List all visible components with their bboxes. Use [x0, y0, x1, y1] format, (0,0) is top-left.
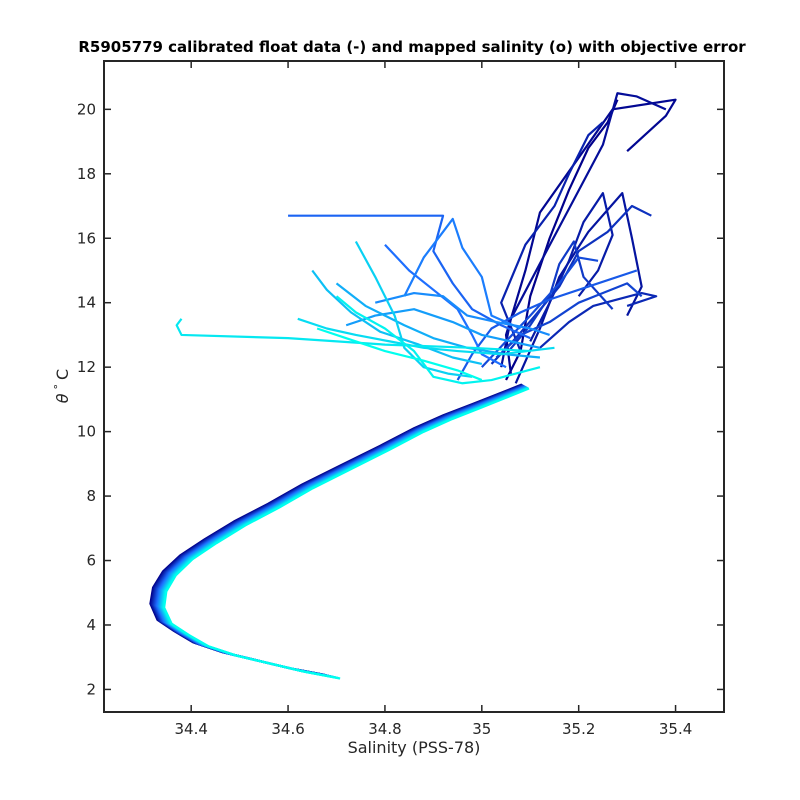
- upper-profile-line: [288, 214, 531, 340]
- deep-profile-line: [150, 383, 523, 676]
- upper-profile-line: [481, 256, 599, 368]
- upper-profile-line: [505, 99, 619, 381]
- x-tick-label: 34.6: [271, 720, 304, 738]
- deep-profile-line: [149, 383, 523, 676]
- y-axis-label-unit: C: [53, 369, 72, 380]
- x-tick-label: 35: [472, 720, 491, 738]
- deep-profile-line: [153, 384, 525, 677]
- x-axis-label: Salinity (PSS-78): [348, 738, 481, 757]
- upper-profile-line: [175, 318, 531, 353]
- deep-profile-line: [151, 384, 524, 677]
- x-tick-label: 35.2: [562, 720, 595, 738]
- upper-profile-line: [345, 308, 541, 349]
- upper-profile-line: [456, 269, 638, 381]
- upper-profile-line: [354, 240, 473, 378]
- deep-profile-line: [156, 385, 527, 678]
- y-tick-label: 20: [77, 100, 96, 118]
- deep-profile-line: [154, 385, 526, 678]
- y-tick-label: 8: [86, 487, 96, 505]
- y-tick-label: 18: [77, 165, 96, 183]
- chart-title: R5905779 calibrated float data (-) and m…: [78, 38, 746, 56]
- y-axis-label-theta: θ: [53, 393, 72, 403]
- upper-profile-line: [374, 291, 550, 336]
- upper-profile-line: [311, 269, 483, 366]
- y-tick-label: 6: [86, 552, 96, 570]
- axis-ticks: 34.4 34.6 34.8 35 35.2 35.4 2 4 6 8 10 12 14 16 18 20: [77, 61, 724, 738]
- y-tick-label: 12: [77, 358, 96, 376]
- upper-profile-line: [539, 291, 658, 349]
- plot-area-frame: [103, 60, 725, 713]
- deep-profile-line: [157, 385, 527, 679]
- y-tick-label: 16: [77, 229, 96, 247]
- upper-profile-line: [335, 295, 541, 385]
- y-tick-label: 4: [86, 616, 96, 634]
- upper-profile-line: [316, 327, 483, 382]
- upper-profile-line: [514, 192, 643, 384]
- upper-profile-line: [403, 217, 522, 330]
- x-tick-label: 34.4: [174, 720, 207, 738]
- deep-profile-line: [152, 384, 524, 677]
- x-tick-label: 35.4: [659, 720, 692, 738]
- y-tick-label: 2: [86, 680, 96, 698]
- y-axis-label: θ ° C: [52, 369, 72, 403]
- x-tick-label: 34.8: [368, 720, 401, 738]
- upper-profile-line: [500, 92, 667, 368]
- upper-profile-line: [500, 121, 604, 352]
- deep-profile-line: [152, 384, 525, 677]
- deep-profile-line: [163, 387, 530, 680]
- deep-profile-line: [155, 385, 526, 678]
- upper-profile-line: [505, 240, 614, 355]
- y-tick-label: 10: [77, 423, 96, 441]
- y-tick-label: 14: [77, 294, 96, 312]
- y-axis-label-degree: °: [52, 384, 65, 390]
- profile-lines: [149, 92, 677, 680]
